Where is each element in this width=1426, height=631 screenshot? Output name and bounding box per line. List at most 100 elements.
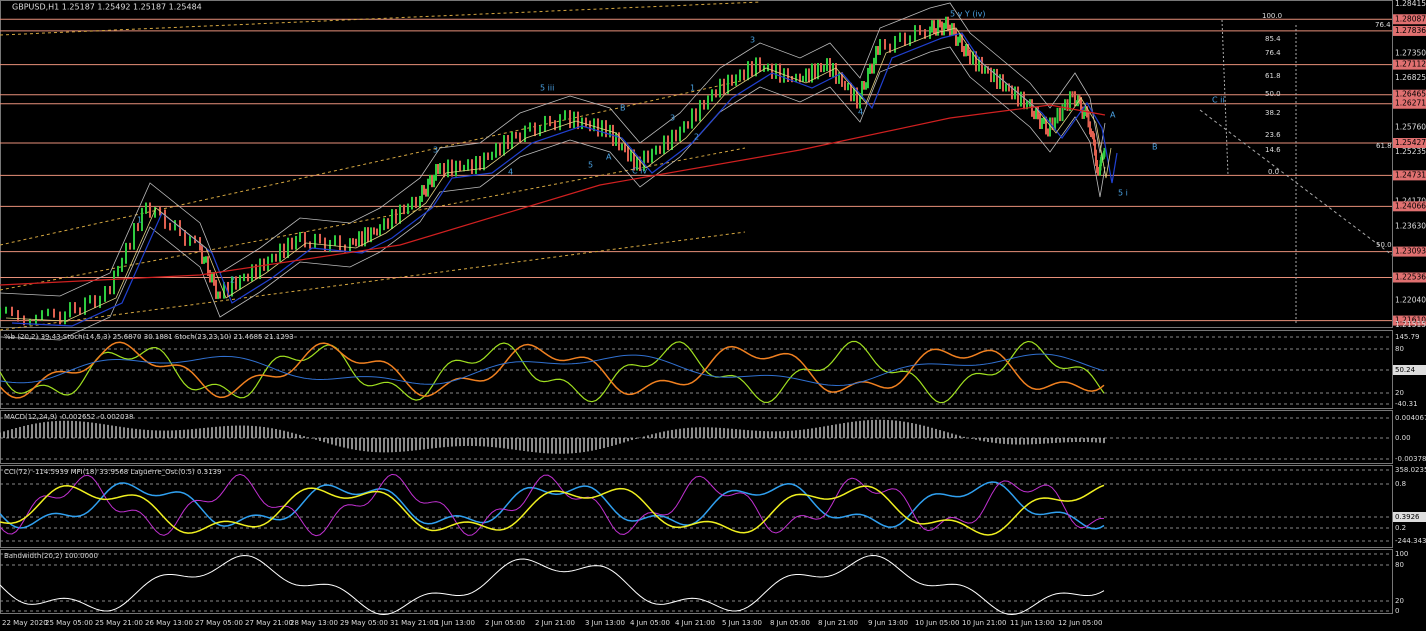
time-label: 8 Jun 21:00 <box>818 619 858 627</box>
time-label: 12 Jun 05:00 <box>1058 619 1102 627</box>
price-label: 1.28087 <box>1395 14 1426 23</box>
axis-label: 20 <box>1395 597 1404 605</box>
time-label: 4 Jun 21:00 <box>675 619 715 627</box>
price-label: 1.24731 <box>1395 170 1426 179</box>
wave-label: 3 <box>670 114 675 123</box>
cci-frame <box>0 465 1393 548</box>
axis-label: 50.24 <box>1395 366 1416 374</box>
wave-label: 2 <box>230 276 235 285</box>
time-label: 22 May 2020 <box>2 619 48 627</box>
panel-header: MACD(12,24,9) -0.002652 -0.002038 <box>4 413 133 421</box>
price-label-bg <box>1393 315 1426 326</box>
wave-label: 3 <box>750 36 755 45</box>
panel-header: CCI(72) -114.5939 MFI(18) 33.9568 Laguer… <box>4 468 221 476</box>
price-label-bg <box>1393 89 1426 100</box>
bandwidth-frame <box>0 549 1393 614</box>
axis-label: 0.00 <box>1395 434 1411 442</box>
time-label: 10 Jun 21:00 <box>962 619 1006 627</box>
wave-label: 2 <box>694 133 699 142</box>
fib-label: 50.0 <box>1265 90 1281 98</box>
wave-label: A <box>1110 111 1116 120</box>
time-label: 4 Jun 05:00 <box>630 619 670 627</box>
price-label-bg <box>1393 201 1426 212</box>
laguerre-line <box>0 484 1105 536</box>
axis-label: 80 <box>1395 561 1404 569</box>
wave-label: B <box>1152 143 1158 152</box>
axis-label: 0.8 <box>1395 480 1406 488</box>
time-label: 31 May 21:00 <box>390 619 438 627</box>
price-label: 1.27350 <box>1395 49 1426 58</box>
fib-label: 50.0 <box>1376 241 1392 249</box>
bandwidth-line <box>0 554 1105 616</box>
fib-label: 85.4 <box>1265 35 1281 43</box>
wave-label: 5 v Y (iv) <box>950 10 986 19</box>
time-label: 11 Jun 13:00 <box>1010 619 1054 627</box>
axis-label: 0.3926 <box>1395 513 1420 521</box>
fib-label: 61.8 <box>1265 72 1281 80</box>
bollinger-band <box>0 46 1106 341</box>
price-label: 1.23630 <box>1395 222 1426 231</box>
time-label: 5 Jun 13:00 <box>722 619 762 627</box>
moving-average <box>0 104 1106 286</box>
fib-label: 76.4 <box>1265 49 1281 57</box>
wave-label: B <box>620 104 626 113</box>
axis-label: 358.0235 <box>1395 466 1426 474</box>
axis-label: -40.31 <box>1395 400 1418 408</box>
time-label: 27 May 05:00 <box>195 619 243 627</box>
price-label-bg <box>1393 98 1426 109</box>
axis-label-bg <box>1393 512 1426 522</box>
price-label: 1.21610 <box>1395 316 1426 325</box>
price-label: 1.25235 <box>1395 147 1426 156</box>
time-label: 3 Jun 13:00 <box>585 619 625 627</box>
axis-label: -0.003784 <box>1395 455 1426 463</box>
price-label-bg <box>1393 246 1426 257</box>
stoch-line <box>0 341 1105 399</box>
price-label: 1.23093 <box>1395 247 1426 256</box>
price-label: 1.24066 <box>1395 201 1426 210</box>
axis-label: 145.79 <box>1395 333 1420 341</box>
price-label: 1.27112 <box>1395 60 1426 69</box>
wave-label: 5 <box>588 161 593 170</box>
axis-label: -244.3431 <box>1395 537 1426 545</box>
wave-label: 5 iii <box>540 84 554 93</box>
fib-label: 61.8 <box>1376 142 1392 150</box>
time-label: 10 Jun 05:00 <box>915 619 959 627</box>
wave-label: A <box>606 153 612 162</box>
time-label: 1 Jun 13:00 <box>435 619 475 627</box>
fib-label: 38.2 <box>1265 109 1281 117</box>
panel-header: Bandwidth(20,2) 100.0000 <box>4 552 98 560</box>
axis-label: 20 <box>1395 389 1404 397</box>
price-label: 1.25427 <box>1395 138 1426 147</box>
time-label: 25 May 21:00 <box>95 619 143 627</box>
trend-line <box>0 231 746 331</box>
price-label: 1.25760 <box>1395 123 1426 132</box>
wave-label: C iv <box>632 167 647 176</box>
price-label: 1.26465 <box>1395 90 1426 99</box>
wave-label: 5 i <box>1118 189 1128 198</box>
time-label: 29 May 05:00 <box>340 619 388 627</box>
time-label: 26 May 13:00 <box>145 619 193 627</box>
wave-label: 1 <box>690 84 695 93</box>
axis-label: 0 <box>1395 607 1399 615</box>
stoch-line <box>0 340 1105 404</box>
price-label-bg <box>1393 138 1426 149</box>
time-label: 25 May 05:00 <box>45 619 93 627</box>
price-label-bg <box>1393 59 1426 70</box>
wave-label: C ii <box>1212 96 1225 105</box>
price-label-bg <box>1393 14 1426 25</box>
mfi-line <box>0 473 1105 537</box>
price-label-bg <box>1393 170 1426 181</box>
stoch-line <box>0 353 1105 386</box>
price-label: 1.21515 <box>1395 320 1426 329</box>
price-label: 1.26271 <box>1395 99 1426 108</box>
bollinger-band <box>0 2 1106 297</box>
fib-label: 76.4 <box>1375 21 1391 29</box>
axis-label: 80 <box>1395 345 1404 353</box>
main-frame <box>0 0 1393 328</box>
axis-label: 100 <box>1395 550 1408 558</box>
price-label: 1.22040 <box>1395 296 1426 305</box>
time-label: 8 Jun 05:00 <box>770 619 810 627</box>
